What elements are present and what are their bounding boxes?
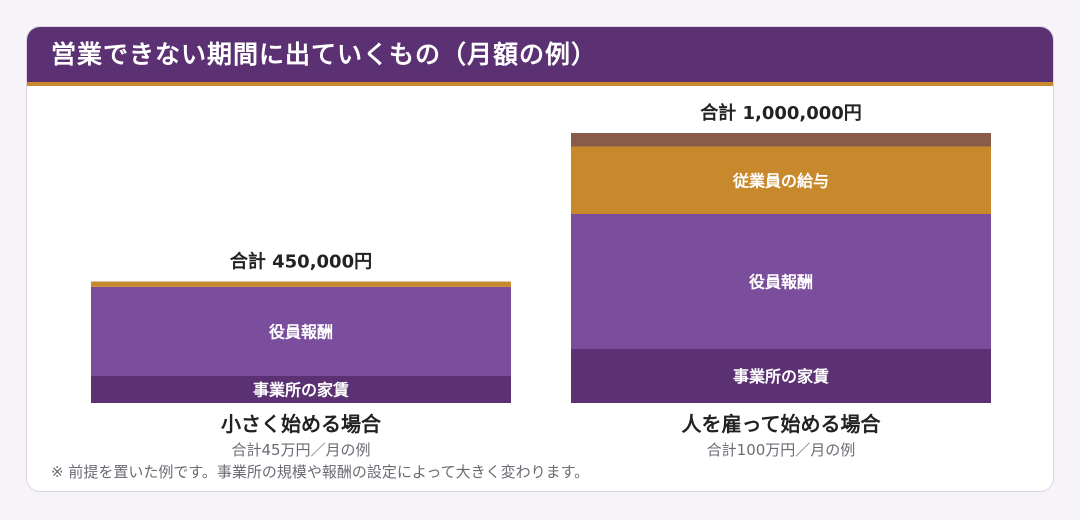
header-bar: 営業できない期間に出ていくもの（月額の例） — [27, 27, 1053, 86]
bar-segment — [571, 133, 991, 147]
category-subtitle: 合計100万円／月の例 — [707, 441, 856, 459]
bar-segment — [91, 286, 511, 376]
category-label: 小さく始める場合 — [221, 412, 382, 436]
total-label: 合計 450,000円 — [230, 251, 372, 273]
segment-label: 事業所の家賃 — [253, 381, 349, 400]
footnote: ※ 前提を置いた例です。事業所の規模や報酬の設定によって大きく変わります。 — [51, 463, 590, 481]
segment-label: 事業所の家賃 — [733, 367, 829, 386]
bar-segment — [571, 349, 991, 403]
segment-label: 役員報酬 — [749, 273, 813, 292]
category-label: 人を雇って始める場合 — [682, 412, 882, 436]
bar-segment — [91, 281, 511, 287]
segment-label: 役員報酬 — [269, 322, 333, 341]
bar-segment — [571, 214, 991, 349]
total-label: 合計 1,000,000円 — [700, 102, 862, 124]
chart-card: 営業できない期間に出ていくもの（月額の例） 事業所の家賃 役員報酬 合計 450,0… — [26, 26, 1054, 492]
segment-label: 従業員の給与 — [732, 171, 829, 190]
bar-segment — [91, 376, 511, 403]
bar-segment — [571, 146, 991, 214]
category-subtitle: 合計45万円／月の例 — [231, 441, 370, 459]
page-title: 営業できない期間に出ていくもの（月額の例） — [51, 40, 598, 69]
bars-group — [91, 133, 991, 403]
